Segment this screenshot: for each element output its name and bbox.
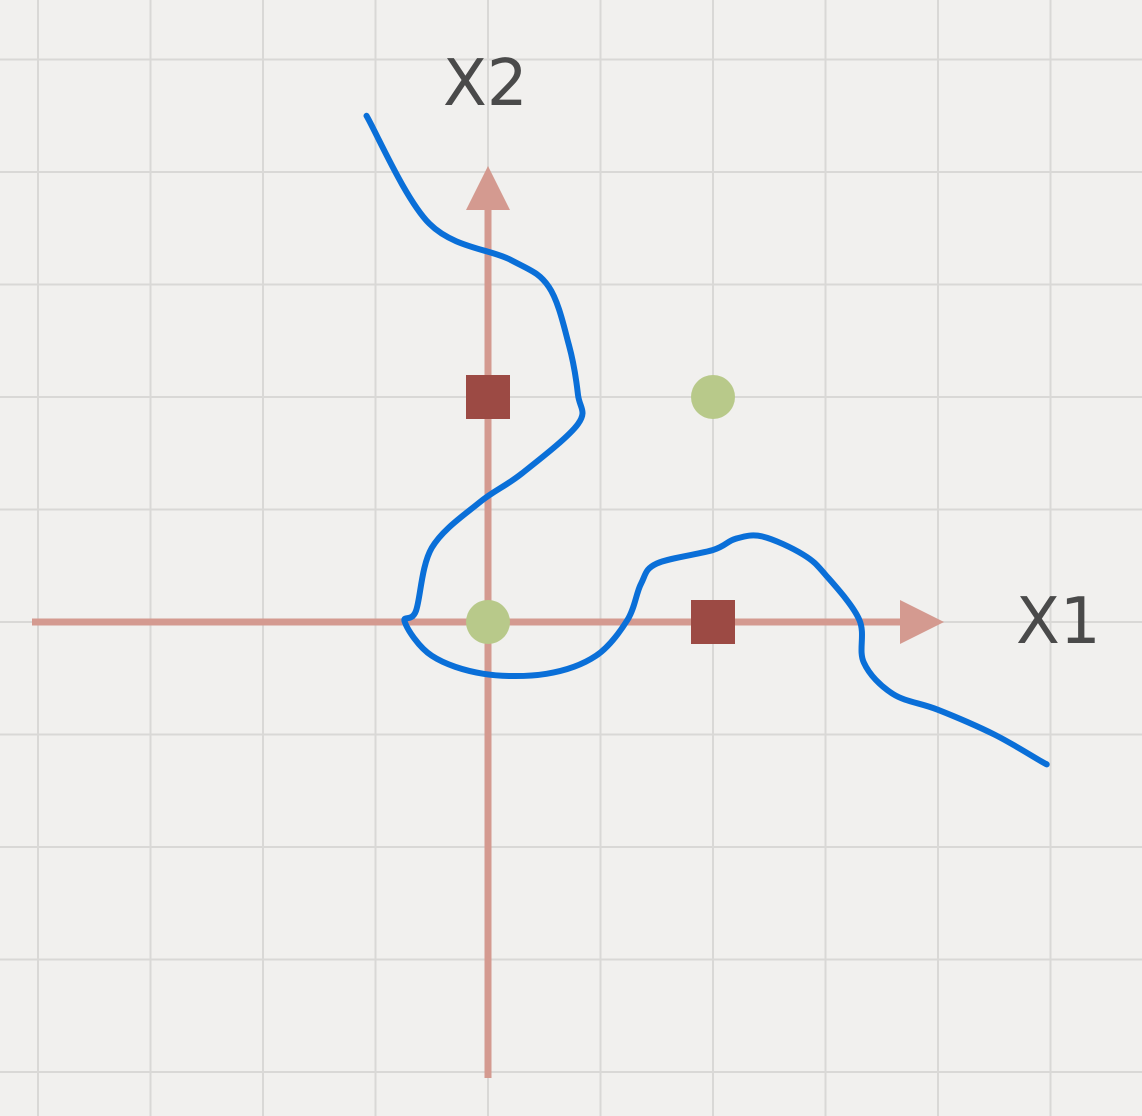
circle-point [466, 600, 510, 644]
x-axis-arrowhead [900, 600, 944, 644]
y-axis-arrowhead [466, 166, 510, 210]
decision-boundary [363, 112, 1050, 768]
y-axis-label: X2 [443, 47, 528, 121]
square-point [691, 600, 735, 644]
data-points [466, 375, 735, 644]
square-point [466, 375, 510, 419]
decision-boundary-curve [363, 112, 1050, 768]
circle-point [691, 375, 735, 419]
x-axis-label: X1 [1016, 585, 1101, 659]
